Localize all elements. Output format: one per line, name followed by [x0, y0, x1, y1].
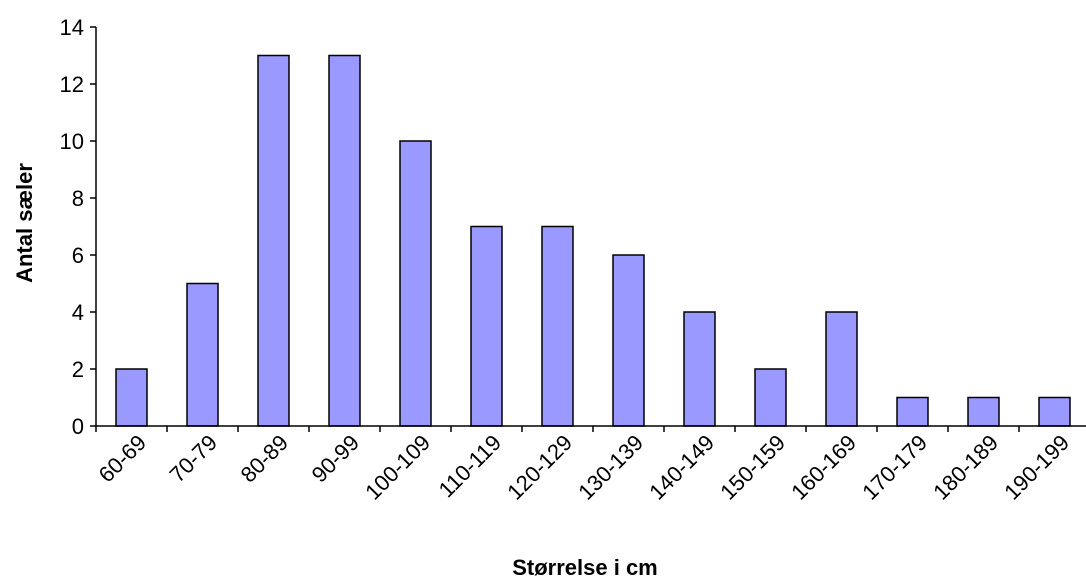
x-tick-label: 100-109: [360, 430, 435, 505]
x-tick-label: 110-119: [434, 430, 506, 502]
bar-60-69: [115, 368, 148, 427]
y-tick-label: 14: [60, 15, 84, 40]
y-tick-label: 12: [60, 72, 84, 97]
bar-130-139: [612, 254, 645, 427]
y-tick-label: 0: [72, 414, 84, 439]
bar-80-89: [257, 54, 290, 427]
bar-110-119: [470, 225, 503, 427]
y-axis-title: Antal sæler: [12, 163, 37, 283]
y-tick-label: 4: [72, 300, 84, 325]
bar-160-169: [825, 311, 858, 427]
x-tick-label: 90-99: [307, 430, 364, 487]
x-tick-label: 120-129: [502, 430, 577, 505]
x-tick-label: 180-189: [928, 430, 1003, 505]
x-tick-label: 170-179: [857, 430, 932, 505]
x-tick-label: 190-199: [999, 430, 1074, 505]
bar-70-79: [186, 282, 219, 427]
bar-120-129: [541, 225, 574, 427]
bar-140-149: [683, 311, 716, 427]
bar-150-159: [754, 368, 787, 427]
bar-170-179: [896, 396, 929, 427]
x-tick-label: 160-169: [786, 430, 861, 505]
bars-layer: [115, 54, 1071, 427]
bar-100-109: [399, 140, 432, 427]
bar-90-99: [328, 54, 361, 427]
y-tick-label: 6: [72, 243, 84, 268]
axes-layer: [95, 27, 1086, 427]
x-tick-label: 150-159: [715, 430, 790, 505]
x-tick-label: 70-79: [165, 430, 222, 487]
x-ticks-layer: 60-69 70-79 80-89 90-99100-109110-119120-12…: [94, 426, 1074, 505]
y-ticks-layer: 0 2 4 6 8 10 12 14: [60, 15, 96, 439]
bar-190-199: [1038, 396, 1071, 427]
bar-180-189: [967, 396, 1000, 427]
y-tick-label: 2: [72, 357, 84, 382]
y-tick-label: 10: [60, 129, 84, 154]
x-tick-label: 60-69: [94, 430, 151, 487]
x-tick-label: 80-89: [236, 430, 293, 487]
x-tick-label: 140-149: [644, 430, 719, 505]
y-tick-label: 8: [72, 186, 84, 211]
x-tick-label: 130-139: [573, 430, 648, 505]
x-axis-title: Størrelse i cm: [512, 555, 658, 580]
